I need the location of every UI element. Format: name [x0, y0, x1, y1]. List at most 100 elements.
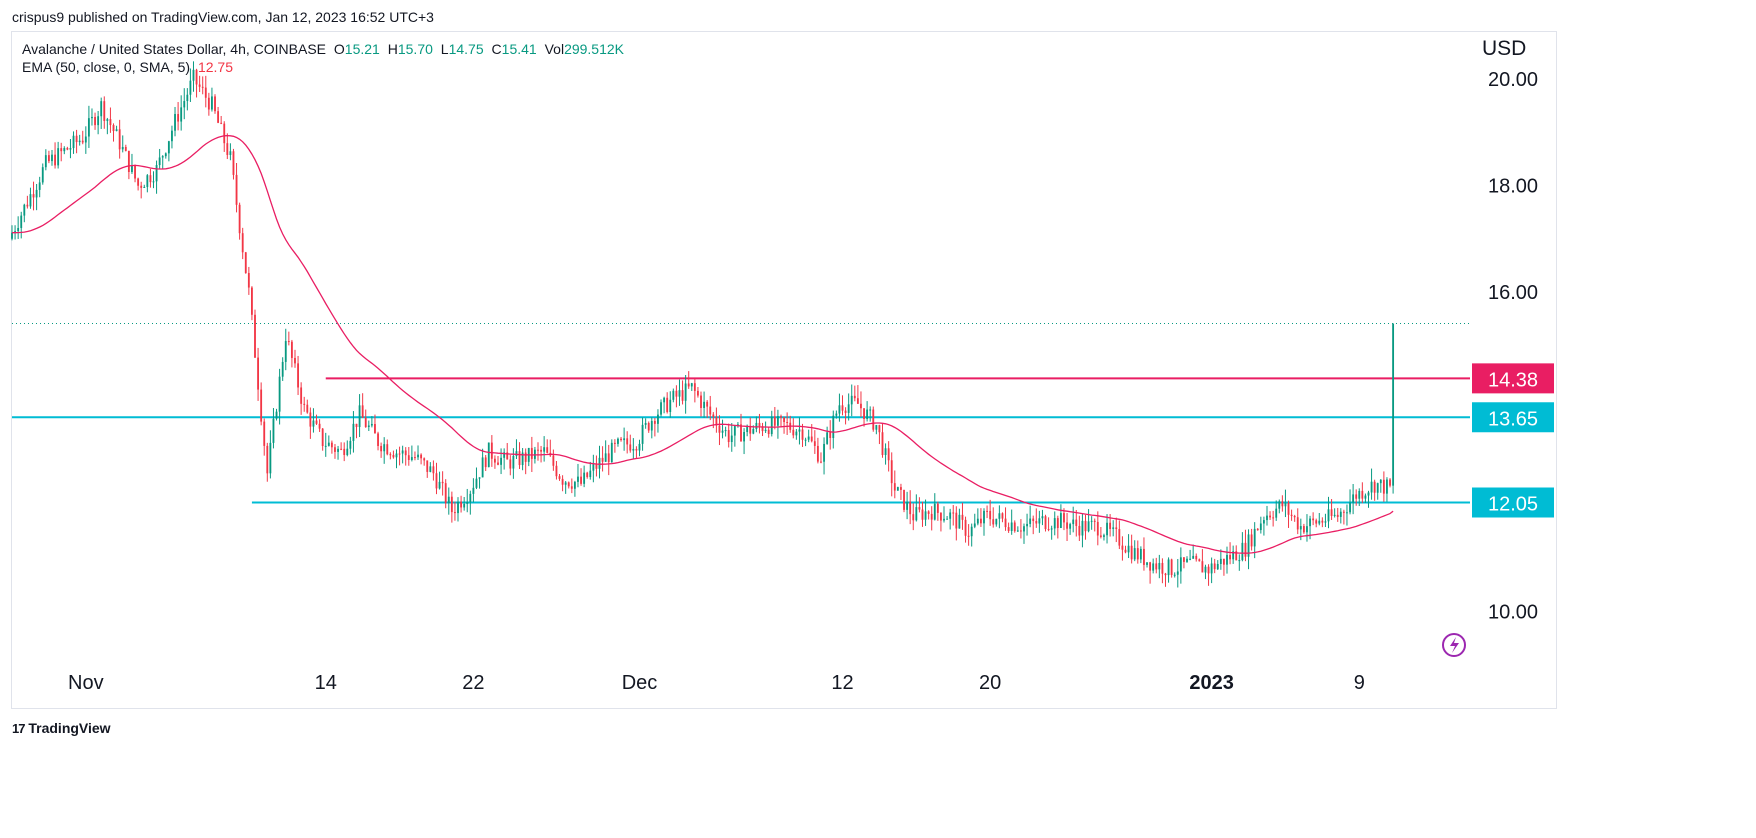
candle-body	[1327, 509, 1330, 522]
ema-legend[interactable]: EMA (50, close, 0, SMA, 5) 12.75	[22, 59, 237, 75]
candle-body	[315, 420, 318, 424]
candle-body	[678, 390, 681, 397]
candle-body	[1290, 514, 1293, 516]
lightning-icon[interactable]	[1442, 633, 1466, 657]
candle-body	[189, 80, 192, 95]
candle-body	[586, 472, 589, 478]
candle-body	[995, 518, 998, 525]
candle-body	[143, 186, 146, 188]
candle-body	[223, 123, 226, 144]
candle-body	[872, 409, 875, 430]
candle-body	[721, 430, 724, 433]
candle-body	[127, 150, 130, 172]
candle-body	[595, 464, 598, 469]
candle-body	[976, 518, 979, 524]
candle-body	[669, 399, 672, 412]
candle-body	[131, 165, 133, 172]
volume-value: 299.512K	[564, 41, 625, 57]
candle-body	[700, 395, 702, 408]
symbol-title[interactable]: Avalanche / United States Dollar, 4h, CO…	[22, 41, 327, 57]
candle-body	[955, 512, 958, 529]
candle-body	[1149, 562, 1152, 571]
candle-body	[986, 510, 988, 512]
candle-body	[780, 416, 782, 418]
candle-body	[589, 470, 592, 478]
candle-body	[303, 403, 306, 405]
candle-body	[1152, 563, 1155, 571]
candle-body	[330, 442, 333, 448]
candle-body	[263, 421, 266, 446]
candle-body	[1007, 527, 1010, 531]
candle-body	[174, 113, 176, 131]
candle-body	[632, 448, 635, 451]
candle-body	[1213, 563, 1216, 570]
candle-body	[1256, 528, 1259, 531]
candle-body	[278, 376, 281, 412]
candle-body	[512, 455, 515, 469]
candle-body	[367, 425, 370, 428]
candle-body	[998, 513, 1001, 519]
tradingview-brand[interactable]: 17 TradingView	[12, 720, 111, 736]
candle-body	[610, 442, 613, 463]
candle-body	[66, 148, 69, 150]
candle-body	[518, 451, 521, 466]
candle-body	[1016, 530, 1019, 532]
x-tick-label: 9	[1354, 672, 1365, 694]
x-tick-label: 2023	[1189, 672, 1234, 694]
candle-body	[152, 181, 155, 183]
candle-body	[17, 227, 20, 232]
candle-body	[1361, 490, 1364, 499]
candle-body	[1238, 560, 1241, 562]
candle-body	[1266, 515, 1268, 521]
candle-body	[429, 466, 432, 472]
candle-body	[1075, 519, 1078, 526]
candle-body	[952, 512, 955, 514]
x-tick-label: 20	[979, 672, 1001, 694]
x-tick-label: 22	[462, 672, 484, 694]
candle-body	[1041, 516, 1044, 519]
candle-body	[1269, 515, 1271, 518]
candle-body	[155, 165, 158, 182]
symbol-legend: Avalanche / United States Dollar, 4h, CO…	[22, 41, 632, 57]
candle-body	[244, 252, 247, 274]
candle-body	[703, 401, 706, 408]
candle-body	[912, 514, 915, 521]
candle-body	[1284, 502, 1287, 507]
candle-body	[718, 425, 721, 433]
candle-body	[1232, 551, 1235, 560]
open-label: O	[333, 41, 345, 57]
candle-body	[423, 458, 426, 461]
candle-body	[638, 443, 641, 451]
candle-body	[1106, 522, 1108, 536]
candle-body	[361, 405, 364, 418]
candle-body	[712, 414, 715, 417]
candle-body	[617, 438, 619, 444]
candle-body	[1299, 526, 1302, 530]
candle-body	[936, 503, 939, 513]
candle-body	[1078, 525, 1081, 536]
candle-body	[284, 341, 287, 362]
candle-body	[312, 420, 315, 427]
candle-body	[1183, 557, 1185, 562]
candle-body	[967, 535, 970, 537]
candle-body	[1392, 323, 1395, 486]
candle-body	[340, 448, 343, 450]
level-price-label: 14.38	[1488, 369, 1538, 391]
candle-body	[146, 175, 149, 187]
candle-body	[1001, 513, 1004, 519]
candle-body	[1195, 555, 1198, 560]
candle-body	[118, 129, 121, 150]
candle-body	[1069, 524, 1072, 529]
candle-body	[558, 476, 561, 479]
candle-body	[417, 454, 419, 458]
candle-body	[1358, 490, 1361, 499]
candle-body	[875, 425, 878, 430]
candle-body	[1198, 559, 1201, 562]
chart-panel[interactable]	[11, 31, 1557, 709]
candle-body	[841, 405, 844, 411]
candle-body	[355, 423, 358, 428]
candle-body	[334, 447, 336, 452]
candle-body	[776, 416, 779, 426]
candle-body	[220, 122, 223, 124]
